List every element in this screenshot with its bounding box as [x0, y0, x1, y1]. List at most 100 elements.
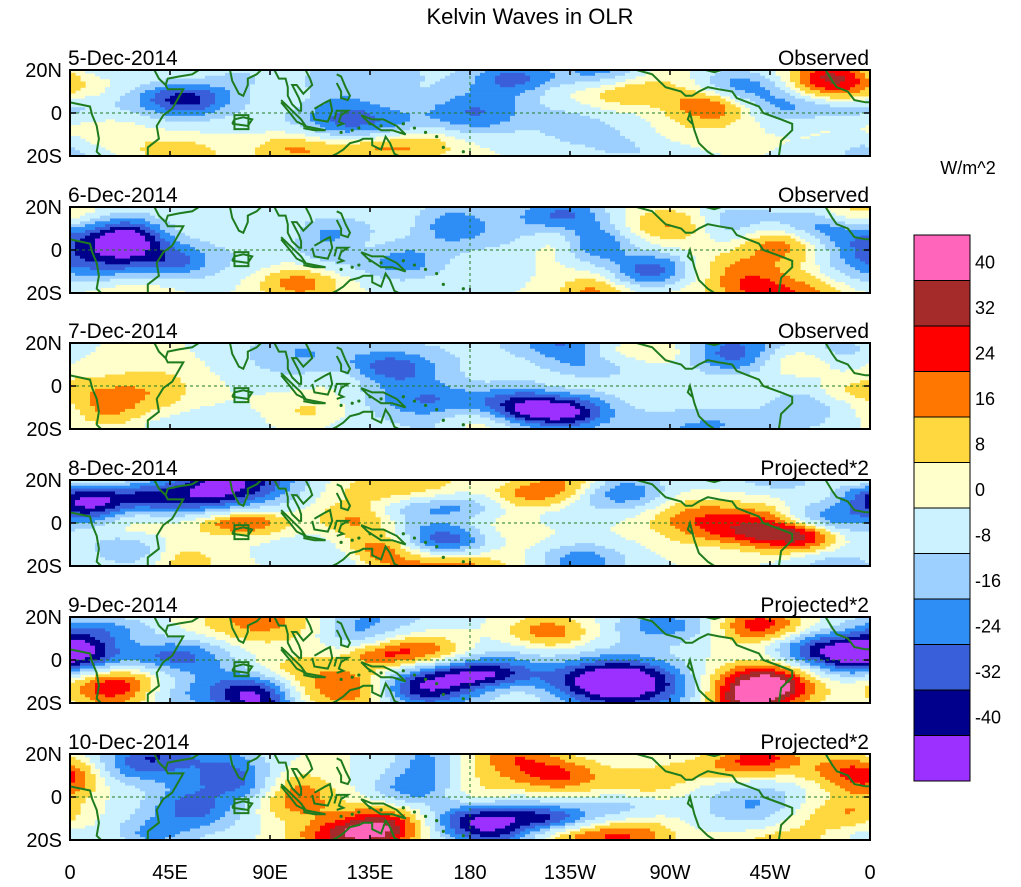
olr-cell	[530, 110, 536, 114]
olr-cell	[555, 150, 561, 154]
olr-cell	[570, 81, 576, 85]
olr-cell	[645, 90, 651, 94]
olr-cell	[790, 104, 796, 108]
olr-cell	[205, 90, 211, 94]
olr-cell	[350, 224, 356, 228]
olr-cell	[580, 118, 586, 123]
olr-cell	[510, 150, 516, 154]
olr-cell	[210, 150, 216, 154]
olr-cell	[480, 141, 486, 146]
olr-cell	[295, 209, 301, 214]
olr-cell	[110, 101, 116, 105]
olr-cell	[385, 144, 391, 148]
olr-cell	[420, 84, 426, 88]
olr-cell	[465, 118, 471, 123]
olr-cell	[820, 218, 826, 222]
olr-cell	[725, 78, 731, 83]
olr-cell	[405, 150, 411, 154]
olr-cell	[765, 209, 771, 214]
olr-cell	[275, 218, 281, 222]
olr-cell	[440, 209, 446, 214]
olr-cell	[70, 150, 76, 154]
olr-cell	[190, 107, 196, 111]
olr-cell	[795, 209, 801, 214]
olr-cell	[615, 144, 621, 148]
olr-cell	[575, 133, 581, 137]
olr-cell	[270, 115, 276, 120]
olr-cell	[855, 92, 861, 97]
olr-cell	[290, 138, 296, 143]
olr-cell	[120, 95, 126, 100]
olr-cell	[495, 144, 501, 148]
olr-cell	[350, 70, 356, 74]
olr-cell	[635, 87, 641, 91]
olr-cell	[505, 92, 511, 97]
olr-cell	[360, 87, 366, 91]
olr-cell	[575, 147, 581, 151]
olr-cell	[510, 81, 516, 85]
olr-cell	[565, 113, 571, 117]
olr-cell	[600, 135, 606, 140]
olr-cell	[725, 221, 731, 225]
olr-cell	[800, 101, 806, 105]
olr-cell	[660, 84, 666, 88]
olr-cell	[235, 124, 241, 128]
olr-cell	[855, 144, 861, 148]
olr-cell	[270, 150, 276, 154]
olr-cell	[735, 75, 741, 80]
olr-cell	[125, 87, 131, 91]
olr-cell	[650, 150, 656, 154]
olr-cell	[665, 107, 671, 111]
olr-cell	[595, 107, 601, 111]
olr-cell	[830, 75, 836, 80]
olr-cell	[855, 141, 861, 146]
olr-cell	[455, 215, 461, 220]
olr-cell	[235, 75, 241, 80]
olr-cell	[305, 92, 311, 97]
olr-cell	[315, 147, 321, 151]
olr-cell	[845, 78, 851, 83]
olr-cell	[70, 75, 76, 80]
olr-cell	[550, 133, 556, 137]
olr-cell	[715, 110, 721, 114]
olr-cell	[345, 127, 351, 131]
olr-cell	[850, 135, 856, 140]
olr-cell	[700, 70, 706, 74]
olr-cell	[780, 84, 786, 88]
olr-cell	[785, 218, 791, 222]
olr-cell	[545, 121, 551, 126]
olr-cell	[460, 95, 466, 100]
olr-cell	[540, 78, 546, 83]
olr-cell	[320, 84, 326, 88]
olr-cell	[730, 95, 736, 100]
olr-cell	[525, 78, 531, 83]
olr-cell	[640, 218, 646, 222]
olr-cell	[610, 118, 616, 123]
olr-cell	[830, 224, 836, 228]
olr-cell	[255, 78, 261, 83]
olr-cell	[425, 218, 431, 222]
olr-cell	[335, 78, 341, 83]
olr-cell	[555, 101, 561, 105]
olr-cell	[325, 221, 331, 225]
olr-cell	[275, 224, 281, 228]
olr-cell	[400, 92, 406, 97]
olr-cell	[615, 72, 621, 77]
olr-cell	[225, 212, 231, 217]
olr-cell	[260, 215, 266, 220]
olr-cell	[215, 70, 221, 74]
olr-cell	[330, 72, 336, 77]
olr-cell	[120, 98, 126, 103]
olr-cell	[810, 98, 816, 103]
olr-cell	[375, 212, 381, 217]
olr-cell	[805, 101, 811, 105]
olr-cell	[360, 92, 366, 97]
olr-cell	[755, 87, 761, 91]
olr-cell	[525, 133, 531, 137]
olr-cell	[370, 153, 376, 156]
olr-cell	[660, 215, 666, 220]
olr-cell	[460, 133, 466, 137]
olr-cell	[250, 78, 256, 83]
olr-cell	[705, 87, 711, 91]
olr-cell	[340, 115, 346, 120]
